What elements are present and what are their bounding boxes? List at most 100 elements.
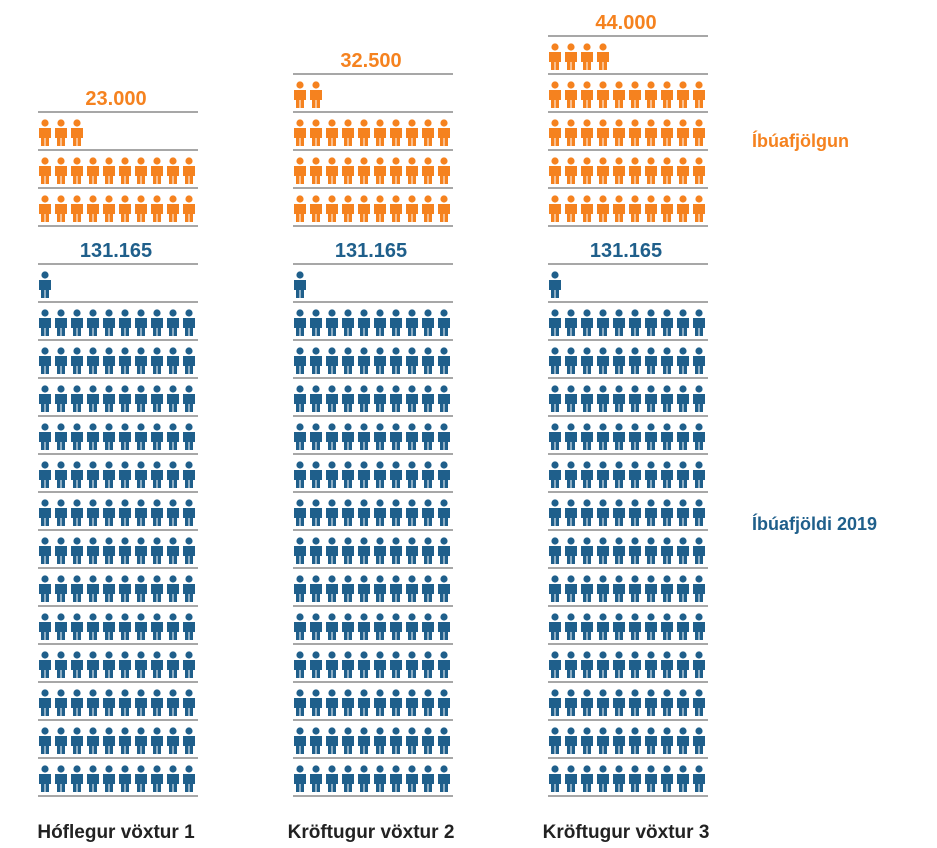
person-body (422, 470, 434, 488)
person-body (549, 280, 561, 298)
person-head (408, 575, 416, 583)
person-head (312, 385, 320, 393)
person-head (344, 537, 352, 545)
person-head (185, 461, 193, 469)
person-head (583, 727, 591, 735)
person-body (661, 546, 673, 564)
person-head (312, 613, 320, 621)
person-head (663, 727, 671, 735)
person-head (376, 309, 384, 317)
person-head (440, 461, 448, 469)
person-body (581, 90, 593, 108)
value-label: 131.165 (80, 240, 152, 262)
person-body (677, 166, 689, 184)
person-body (597, 546, 609, 564)
person-head (169, 347, 177, 355)
person-head (169, 765, 177, 773)
person-head (296, 651, 304, 659)
person-body (597, 128, 609, 146)
person-head (679, 385, 687, 393)
person-head (408, 537, 416, 545)
person-head (567, 461, 575, 469)
person-head (440, 119, 448, 127)
person-body (390, 546, 402, 564)
person-head (583, 385, 591, 393)
person-head (169, 613, 177, 621)
person-head (631, 347, 639, 355)
person-head (185, 347, 193, 355)
person-body (645, 90, 657, 108)
person-body (549, 546, 561, 564)
person-body (294, 660, 306, 678)
person-body (119, 508, 131, 526)
person-head (695, 385, 703, 393)
person-head (89, 423, 97, 431)
person-body (167, 432, 179, 450)
person-body (597, 736, 609, 754)
person-body (71, 622, 83, 640)
person-body (374, 508, 386, 526)
person-head (663, 119, 671, 127)
person-body (581, 584, 593, 602)
person-head (408, 157, 416, 165)
person-body (613, 318, 625, 336)
person-head (73, 119, 81, 127)
person-head (647, 195, 655, 203)
person-body (167, 204, 179, 222)
person-head (41, 461, 49, 469)
person-head (663, 309, 671, 317)
person-body (645, 204, 657, 222)
person-head (169, 423, 177, 431)
person-head (105, 613, 113, 621)
person-body (645, 128, 657, 146)
person-body (629, 470, 641, 488)
person-head (73, 765, 81, 773)
person-body (693, 166, 705, 184)
person-body (438, 622, 450, 640)
person-body (390, 470, 402, 488)
person-head (296, 689, 304, 697)
person-body (103, 584, 115, 602)
person-body (167, 736, 179, 754)
person-body (693, 698, 705, 716)
person-body (422, 356, 434, 374)
person-body (342, 546, 354, 564)
person-body (119, 622, 131, 640)
person-head (583, 651, 591, 659)
person-head (392, 727, 400, 735)
person-body (374, 394, 386, 412)
person-body (390, 394, 402, 412)
person-head (73, 651, 81, 659)
person-body (661, 774, 673, 792)
person-body (103, 698, 115, 716)
person-head (344, 689, 352, 697)
person-head (153, 423, 161, 431)
person-head (137, 195, 145, 203)
person-head (89, 765, 97, 773)
person-head (695, 613, 703, 621)
person-head (392, 157, 400, 165)
person-body (87, 318, 99, 336)
person-head (392, 765, 400, 773)
person-body (151, 660, 163, 678)
person-body (629, 584, 641, 602)
person-head (296, 385, 304, 393)
person-head (344, 347, 352, 355)
person-body (135, 432, 147, 450)
person-body (677, 128, 689, 146)
person-body (342, 584, 354, 602)
person-head (344, 423, 352, 431)
person-body (597, 52, 609, 70)
person-body (135, 546, 147, 564)
person-head (169, 689, 177, 697)
person-body (87, 546, 99, 564)
person-body (645, 356, 657, 374)
person-body (581, 128, 593, 146)
person-body (87, 660, 99, 678)
person-head (344, 651, 352, 659)
person-body (613, 394, 625, 412)
person-head (424, 727, 432, 735)
person-head (647, 119, 655, 127)
person-body (183, 584, 195, 602)
person-head (89, 157, 97, 165)
